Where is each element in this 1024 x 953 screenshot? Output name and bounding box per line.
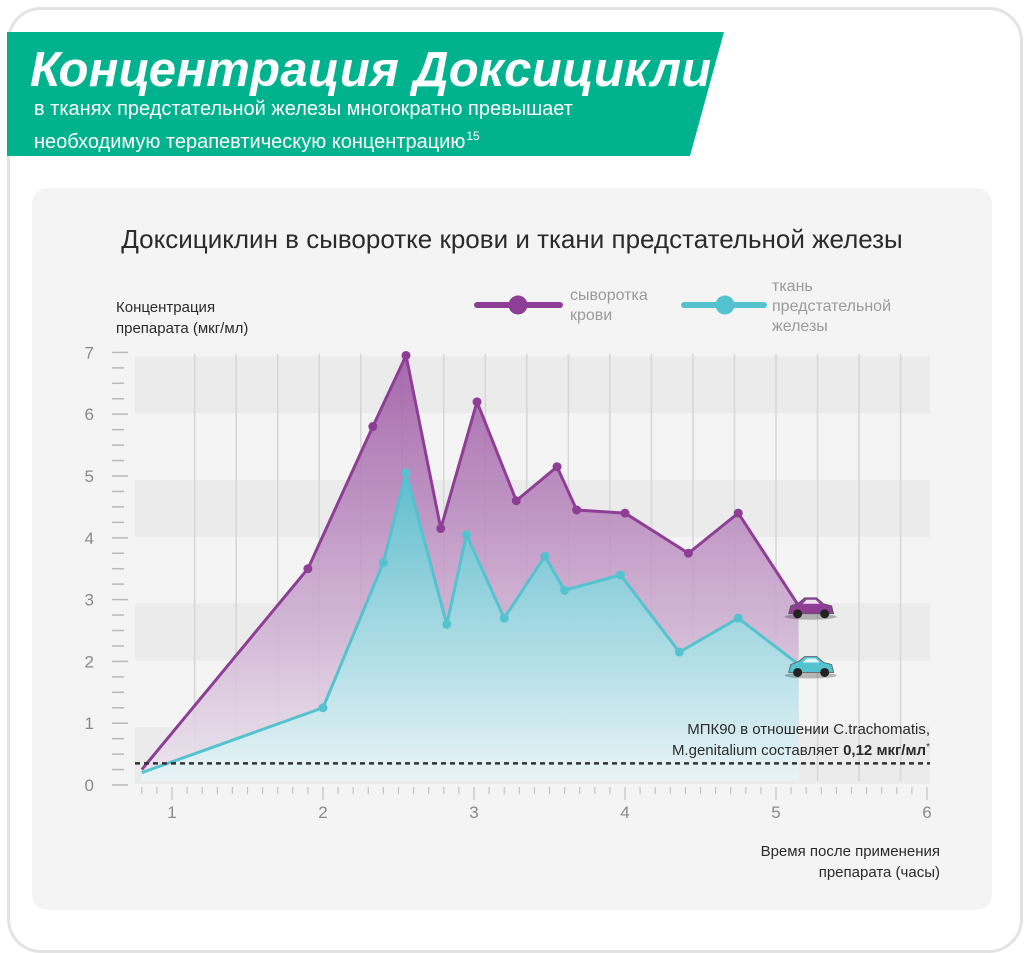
serum-point: [472, 397, 482, 407]
tissue-point: [401, 468, 411, 478]
page-title: Концентрация Доксициклина: [30, 43, 769, 97]
subtitle-line-1: в тканях предстательной железы многократ…: [34, 98, 573, 120]
serum-point: [572, 505, 582, 515]
threshold-label-line-1: МПК90 в отношении C.trachomatis,: [687, 721, 930, 738]
x-tick-label: 2: [318, 803, 327, 822]
tissue-point: [378, 558, 388, 568]
y-tick-label: 6: [85, 405, 94, 424]
y-tick-label: 1: [85, 714, 94, 733]
banner-background: [7, 32, 724, 156]
grid-band: [135, 356, 930, 414]
serum-car-icon: [784, 597, 837, 620]
y-tick-label: 3: [85, 591, 94, 610]
threshold-label-prefix: M.genitalium составляет: [672, 742, 843, 759]
threshold-label-mark: *: [926, 742, 930, 753]
y-axis-label: Концентрация: [116, 299, 215, 316]
legend-item-tissue: ткань предстательной железы: [681, 278, 891, 335]
legend-label-tissue: предстательной: [772, 298, 891, 315]
car-body: [788, 597, 835, 615]
car-wheel: [820, 609, 830, 619]
legend-item-serum: сыворотка крови: [474, 287, 648, 324]
car-wheel: [793, 609, 803, 619]
chart: 0 1 2 3 4 5 6 7 1 2 3 4 5 6 МПК90 в отношении C.trach…: [85, 224, 940, 881]
tissue-point: [733, 613, 743, 623]
subtitle-footnote-ref: 15: [466, 129, 480, 143]
y-tick-label: 7: [85, 343, 94, 362]
serum-point: [552, 462, 562, 472]
tissue-car-icon: [784, 656, 837, 679]
y-tick-label: 4: [85, 529, 94, 548]
car-wheel: [793, 667, 803, 677]
serum-point: [436, 524, 446, 534]
threshold-label-value: 0,12 мкг/мл: [843, 742, 926, 759]
x-tick-label: 6: [922, 803, 931, 822]
chart-title: Доксициклин в сыворотке крови и ткани пр…: [121, 224, 903, 254]
serum-point: [368, 422, 378, 432]
serum-point: [683, 548, 693, 558]
car-window: [802, 658, 820, 663]
serum-point: [303, 564, 313, 574]
tissue-point: [499, 613, 509, 623]
tissue-point: [318, 703, 328, 713]
tissue-point: [461, 530, 471, 540]
car-window: [802, 599, 820, 604]
y-tick-label: 5: [85, 467, 94, 486]
x-axis-label: препарата (часы): [819, 864, 940, 881]
legend-swatch-dot: [508, 295, 528, 315]
tissue-area: [141, 472, 799, 781]
subtitle-line-2: необходимую терапевтическую концентрацию: [34, 131, 466, 153]
x-axis-label: Время после применения: [761, 843, 940, 860]
x-tick-label: 1: [167, 803, 176, 822]
serum-point: [401, 350, 411, 360]
tissue-point: [674, 647, 684, 657]
car-body: [788, 656, 835, 673]
y-tick-label: 0: [85, 776, 94, 795]
legend-label-serum: крови: [570, 307, 612, 324]
threshold-label-line-2: M.genitalium составляет 0,12 мкг/мл*: [672, 742, 930, 759]
x-tick-label: 4: [620, 803, 629, 822]
serum-point: [620, 508, 630, 518]
serum-point: [733, 508, 743, 518]
tissue-point: [442, 619, 452, 629]
serum-point: [511, 496, 521, 506]
chart-card: 0 1 2 3 4 5 6 7 1 2 3 4 5 6 МПК90 в отношении C.trach…: [32, 188, 992, 910]
y-tick-label: 2: [85, 652, 94, 671]
tissue-point: [540, 551, 550, 561]
legend-label-tissue: железы: [772, 318, 828, 335]
y-axis-label: препарата (мкг/мл): [116, 320, 248, 337]
x-tick-label: 5: [771, 803, 780, 822]
legend-label-serum: сыворотка: [570, 287, 648, 304]
page-subtitle: в тканях предстательной железы многократ…: [34, 96, 573, 156]
x-tick-label: 3: [469, 803, 478, 822]
tissue-point: [615, 570, 625, 580]
tissue-point: [560, 585, 570, 595]
legend-label-tissue: ткань: [772, 278, 813, 295]
car-wheel: [820, 667, 830, 677]
legend-swatch-dot: [715, 295, 735, 315]
title-banner: Концентрация Доксициклина в тканях предс…: [7, 32, 769, 156]
